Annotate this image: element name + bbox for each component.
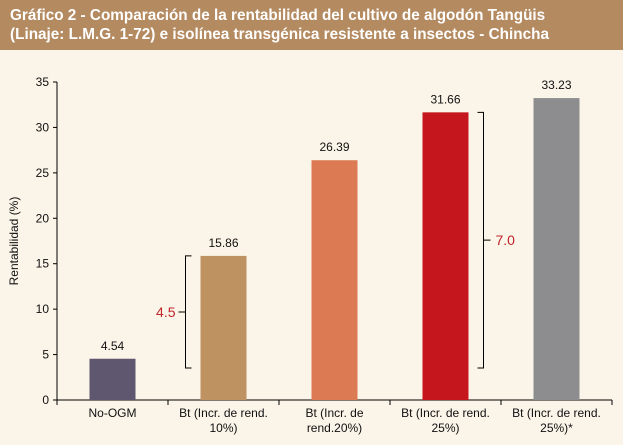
bar [533,98,580,400]
y-tick-label: 10 [36,302,50,316]
bracket [477,111,491,369]
bar-chart: 0 5 10 15 20 25 30 35 4.54 No-OGM 15.86 Bt (Incr. … [7,75,613,435]
x-tick-label: 25%) [431,421,459,435]
y-tick-label: 30 [36,120,50,134]
bar [89,358,136,400]
data-label: 26.39 [319,140,349,154]
bar [200,255,247,400]
chart-title-line-1: Gráfico 2 - Comparación de la rentabilid… [10,7,546,24]
bar [311,160,358,400]
y-tick-label: 15 [36,257,50,271]
chart-title-line-2: (Linaje: L.M.G. 1-72) e isolínea transgé… [10,26,549,43]
data-label: 31.66 [430,92,460,106]
x-tick-label: rend.20%) [307,421,362,435]
x-tick-label: Bt (Incr. de [305,406,363,420]
y-axis-label: Rentabilidad (%) [7,197,21,286]
chart-annotations: 4.5 7.0 [156,111,516,369]
bracket [178,255,192,369]
y-tick-label: 35 [36,75,50,89]
x-tick-label: Bt (Incr. de rend. [401,406,490,420]
y-tick-label: 0 [42,393,49,407]
chart-title-bar: Gráfico 2 - Comparación de la rentabilid… [0,0,623,50]
x-tick-label: Bt (Incr. de rend. [179,406,268,420]
data-label: 15.86 [208,236,238,250]
chart-axes: 0 5 10 15 20 25 30 35 [36,75,613,407]
y-tick-label: 5 [42,348,49,362]
y-tick-label: 25 [36,166,50,180]
x-tick-label: 25%)* [540,421,573,435]
x-tick-label: No-OGM [89,406,137,420]
x-tick-label: Bt (Incr. de rend. [512,406,601,420]
bracket-label: 7.0 [496,232,516,248]
y-tick-label: 20 [36,211,50,225]
data-label: 4.54 [101,339,125,353]
data-label: 33.23 [541,78,571,92]
bracket-label: 4.5 [156,304,176,320]
bar [422,112,469,400]
x-tick-label: 10%) [209,421,237,435]
